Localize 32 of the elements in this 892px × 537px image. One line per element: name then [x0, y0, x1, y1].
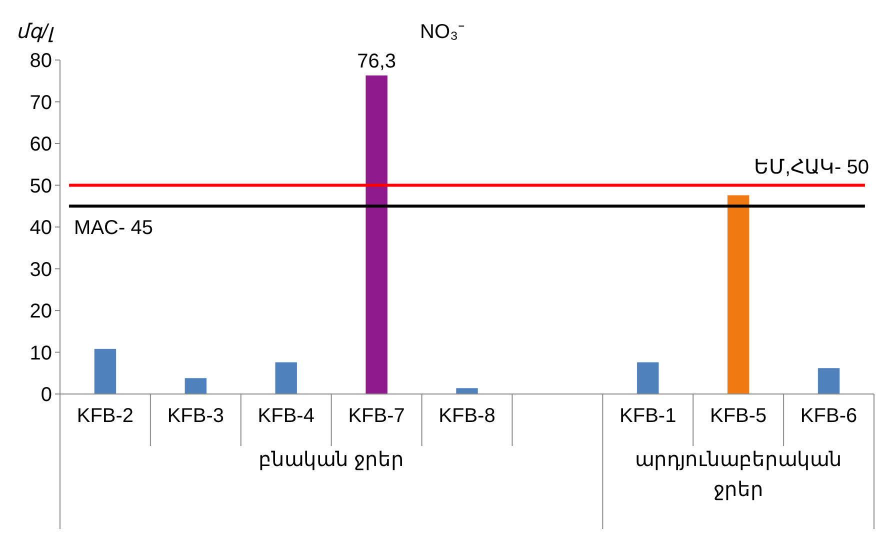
text: արդյունաբերական ջրեր: [634, 449, 842, 501]
bar: [727, 195, 750, 394]
y-axis-title: մգ/լ: [16, 21, 55, 43]
y-tick-label: 50: [30, 175, 52, 198]
y-tick-label: 70: [30, 92, 52, 114]
y-tick-label: 60: [30, 134, 52, 156]
bar: [818, 368, 840, 394]
y-tick-label: 40: [30, 217, 52, 239]
x-tick-label: KFB-1: [620, 405, 676, 427]
bar: [366, 75, 388, 394]
x-tick-label: KFB-5: [710, 405, 767, 427]
bar: [637, 362, 659, 394]
x-tick-label: KFB-8: [438, 405, 496, 427]
x-tick-label: KFB-7: [348, 405, 405, 427]
y-tick-label: 10: [30, 342, 52, 364]
data-label: 76,3: [357, 50, 396, 72]
y-tick-label: 30: [30, 258, 52, 281]
x-tick-label: KFB-6: [800, 405, 858, 427]
ref-line-label: ԵՄ,ՀԱԿ- 50: [754, 156, 869, 178]
bar: [94, 348, 116, 394]
text: բնական ջրեր: [258, 449, 404, 471]
y-tick-label: 0: [40, 384, 52, 406]
chart-title: NO₃⁻: [420, 21, 466, 43]
x-tick-label: KFB-3: [167, 405, 224, 427]
x-tick-label: KFB-2: [76, 405, 134, 427]
bar: [456, 388, 478, 394]
x-tick-label: KFB-4: [258, 405, 314, 427]
y-tick-label: 20: [30, 300, 52, 322]
bar: [184, 378, 207, 394]
ref-line-label: MAC- 45: [74, 217, 153, 240]
bar: [275, 362, 297, 394]
y-tick-label: 80: [30, 50, 52, 72]
